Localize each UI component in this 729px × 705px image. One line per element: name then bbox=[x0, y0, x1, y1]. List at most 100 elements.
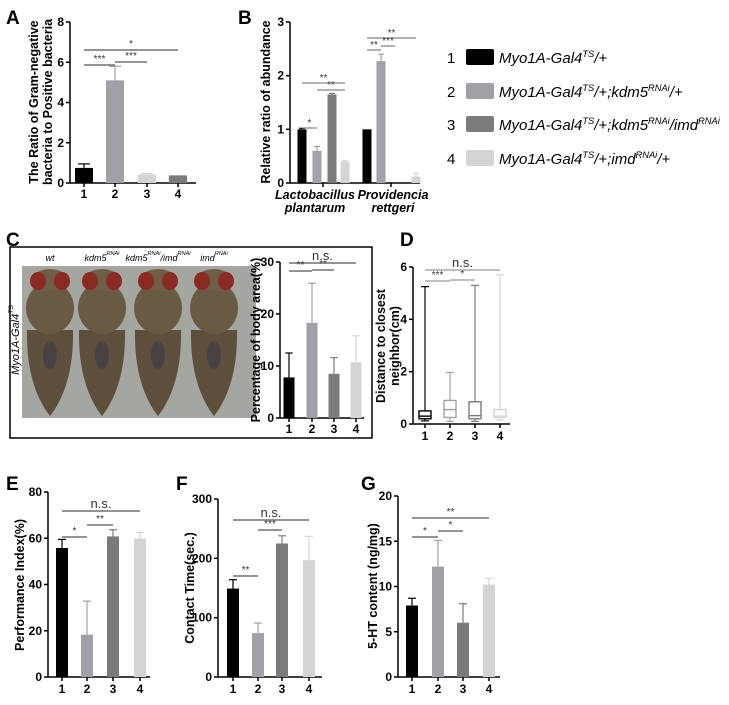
bar bbox=[297, 129, 307, 183]
superscript: TS bbox=[582, 116, 595, 126]
y-tick-label: 0 bbox=[205, 670, 212, 684]
x-category-label: Lactobacillus bbox=[275, 188, 355, 202]
superscript: RNAi bbox=[636, 150, 659, 160]
superscript: TS bbox=[582, 150, 595, 160]
bar bbox=[376, 61, 386, 183]
x-tick-label: 3 bbox=[279, 682, 286, 696]
text-part: wt bbox=[46, 253, 55, 263]
panel-label-c: C bbox=[6, 230, 20, 251]
y-tick-label: 0 bbox=[35, 670, 42, 684]
significance-label: n.s. bbox=[91, 496, 112, 511]
bar bbox=[406, 605, 418, 677]
y-axis-label: Contact Time(sec.) bbox=[183, 532, 197, 644]
bar bbox=[411, 176, 421, 183]
significance-label: * bbox=[129, 39, 133, 50]
significance-label: ** bbox=[242, 565, 250, 576]
significance-label: ** bbox=[447, 507, 455, 518]
significance-label: ** bbox=[320, 73, 328, 84]
x-tick-label: 4 bbox=[486, 682, 493, 696]
text-part: imd bbox=[200, 253, 215, 263]
text-part: Myo1A-Gal4 bbox=[499, 50, 582, 67]
x-tick-label: 2 bbox=[309, 422, 316, 436]
fly-abdomen bbox=[190, 330, 238, 416]
fly-thorax bbox=[134, 282, 182, 334]
y-tick-label: 2 bbox=[277, 69, 284, 83]
superscript: RNAi bbox=[648, 83, 671, 93]
y-axis-label: neighbor(cm) bbox=[388, 306, 402, 386]
bar bbox=[483, 584, 495, 677]
panel-c-frame bbox=[9, 246, 373, 439]
x-tick-label: 4 bbox=[137, 682, 144, 696]
legend-swatch bbox=[466, 49, 494, 65]
fly-image: imdRNAi​ bbox=[190, 251, 238, 416]
panel-label-b: B bbox=[238, 8, 252, 29]
bar bbox=[56, 547, 68, 677]
bar bbox=[328, 373, 340, 418]
fly-eye bbox=[218, 272, 234, 290]
superscript: RNAi bbox=[698, 116, 721, 126]
fly-eye bbox=[54, 272, 70, 290]
significance-label: ** bbox=[370, 40, 378, 51]
superscript: RNAi bbox=[106, 251, 120, 257]
y-tick-label: 0 bbox=[385, 670, 392, 684]
significance-label: *** bbox=[94, 54, 106, 65]
text-part: /+;kdm5 bbox=[593, 117, 648, 134]
x-category-label: plantarum bbox=[284, 201, 345, 215]
bar bbox=[106, 80, 124, 183]
y-tick-label: 0 bbox=[277, 176, 284, 190]
superscript: TS bbox=[8, 305, 15, 314]
legend-number: 2 bbox=[447, 84, 455, 101]
bar bbox=[75, 167, 93, 183]
y-tick-label: 0 bbox=[267, 411, 274, 425]
legend-label: Myo1A-Gal4TS​/+;kdm5RNAi​/+ bbox=[499, 83, 683, 101]
fly-gut-dye bbox=[43, 341, 57, 369]
fly-thorax bbox=[78, 282, 126, 334]
legend-number: 3 bbox=[447, 117, 455, 134]
x-tick-label: 3 bbox=[331, 422, 338, 436]
legend-label: Myo1A-Gal4TS​/+ bbox=[499, 49, 607, 67]
significance-label: n.s. bbox=[312, 248, 333, 263]
fly-abdomen bbox=[78, 330, 126, 416]
superscript: TS bbox=[582, 83, 595, 93]
bar bbox=[457, 622, 469, 677]
legend-item: 2 Myo1A-Gal4TS​/+;kdm5RNAi​/+ bbox=[447, 83, 683, 101]
chart-b: 0 1 2 3 Relative ratio of abundanceLactobaci… bbox=[259, 15, 428, 215]
y-tick-label: 60 bbox=[29, 531, 43, 545]
significance-label: *** bbox=[264, 519, 276, 530]
x-category-label: rettgeri bbox=[371, 201, 415, 215]
y-tick-label: 4 bbox=[57, 96, 64, 110]
text-part: /+ bbox=[669, 84, 683, 101]
fly-image: kdm5RNAi​/imdRNAi​ bbox=[125, 251, 191, 416]
superscript: RNAi bbox=[178, 251, 192, 257]
x-tick-label: 3 bbox=[110, 682, 117, 696]
legend: 1 Myo1A-Gal4TS​/+ 2 Myo1A-Gal4TS​/+;kdm5RNA… bbox=[447, 49, 721, 168]
y-tick-label: 15 bbox=[379, 534, 393, 548]
box bbox=[418, 410, 432, 420]
x-tick-label: 3 bbox=[460, 682, 467, 696]
significance-label: ** bbox=[327, 80, 335, 91]
charts: 0 2 4 6 8 The Ratio of Gram-negative bacteria … bbox=[13, 15, 510, 696]
bar bbox=[340, 161, 350, 183]
significance-label: ** bbox=[96, 514, 104, 525]
fly-abdomen bbox=[134, 330, 182, 416]
y-axis-label: Relative ratio of abundance bbox=[259, 20, 273, 183]
y-tick-label: 0 bbox=[400, 417, 407, 431]
bar bbox=[138, 174, 156, 183]
y-tick-label: 6 bbox=[57, 55, 64, 69]
chart-a: 0 2 4 6 8 The Ratio of Gram-negative bacteria … bbox=[27, 15, 196, 201]
x-tick-label: 4 bbox=[175, 187, 182, 201]
x-tick-label: 1 bbox=[230, 682, 237, 696]
bar bbox=[303, 560, 315, 677]
x-tick-label: 3 bbox=[144, 187, 151, 201]
text-part: /+ bbox=[593, 50, 607, 67]
superscript: TS bbox=[582, 49, 595, 59]
significance-label: *** bbox=[432, 270, 444, 281]
legend-swatch bbox=[466, 116, 494, 132]
significance-label: n.s. bbox=[452, 255, 473, 270]
y-tick-label: 300 bbox=[192, 492, 212, 506]
significance-label: ** bbox=[297, 260, 305, 271]
significance-label: * bbox=[423, 526, 427, 537]
bar bbox=[432, 566, 444, 677]
